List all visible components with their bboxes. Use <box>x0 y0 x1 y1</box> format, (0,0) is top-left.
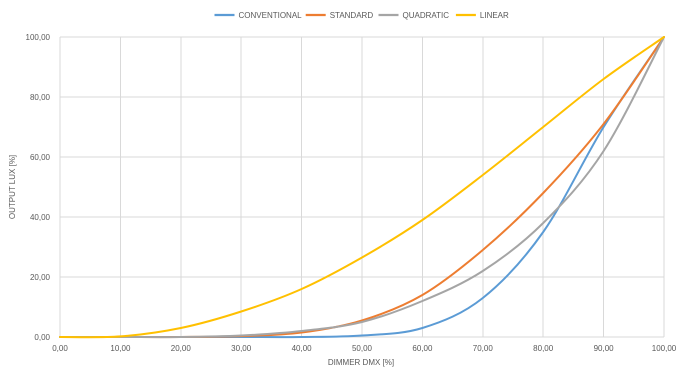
x-tick-label: 90,00 <box>594 344 615 353</box>
x-axis-ticks: 0,00 10,00 20,00 30,00 40,00 50,00 60,00 70,00 8… <box>52 344 677 353</box>
legend-label-conventional: CONVENTIONAL <box>239 11 303 20</box>
x-tick-label: 80,00 <box>533 344 554 353</box>
legend: CONVENTIONAL STANDARD QUADRATIC LINEAR <box>214 11 509 20</box>
x-tick-label: 50,00 <box>352 344 373 353</box>
y-tick-label: 60,00 <box>30 153 51 162</box>
x-tick-label: 70,00 <box>473 344 494 353</box>
x-tick-label: 0,00 <box>52 344 68 353</box>
x-tick-label: 20,00 <box>171 344 192 353</box>
y-tick-label: 100,00 <box>26 33 51 42</box>
y-tick-label: 0,00 <box>34 333 50 342</box>
x-tick-label: 10,00 <box>110 344 131 353</box>
series-layer <box>59 36 665 339</box>
legend-label-standard: STANDARD <box>330 11 374 20</box>
y-axis-title: OUTPUT LUX [%] <box>8 155 17 219</box>
x-tick-label: 40,00 <box>292 344 313 353</box>
y-tick-label: 40,00 <box>30 213 51 222</box>
y-axis-ticks: 0,00 20,00 40,00 60,00 80,00 100,00 <box>26 33 51 342</box>
legend-label-linear: LINEAR <box>480 11 509 20</box>
x-tick-label: 30,00 <box>231 344 252 353</box>
x-tick-label: 100,00 <box>652 344 677 353</box>
x-tick-label: 60,00 <box>412 344 433 353</box>
y-tick-label: 20,00 <box>30 273 51 282</box>
gridlines <box>59 36 665 338</box>
x-axis-title: DIMMER DMX [%] <box>328 358 394 367</box>
series-line-quadratic <box>59 36 665 339</box>
series-line-linear <box>59 36 665 339</box>
legend-label-quadratic: QUADRATIC <box>403 11 450 20</box>
y-tick-label: 80,00 <box>30 93 51 102</box>
